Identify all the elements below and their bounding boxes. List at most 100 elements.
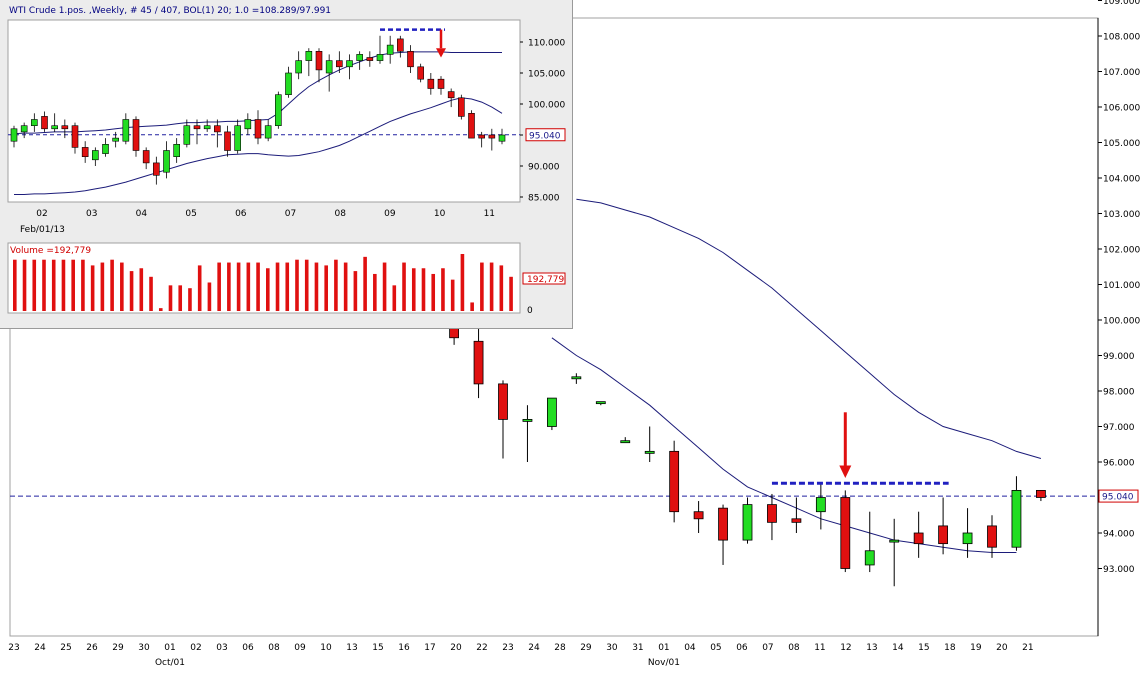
volume-bar [353, 271, 358, 311]
x-tick-label: 11 [814, 643, 825, 653]
volume-bar [334, 259, 338, 311]
x-group-label: Nov/01 [648, 658, 680, 668]
reference-value-box [1098, 489, 1139, 503]
inset-x-tick-label: 06 [235, 209, 247, 219]
inset-reference-value-label: 95.040 [529, 131, 561, 141]
candle-body [938, 525, 948, 545]
x-tick-label: 04 [684, 643, 696, 653]
volume-bar [32, 259, 37, 311]
volume-bar [197, 265, 202, 311]
candle-body [1036, 489, 1046, 498]
candle-body [1011, 489, 1022, 548]
x-tick-label: 14 [892, 643, 904, 653]
volume-bar [324, 265, 328, 311]
inset-candle-body [92, 150, 99, 161]
inset-x-tick-label: 05 [185, 209, 196, 219]
y-tick-label: 108.000 [1103, 33, 1140, 43]
inset-candle-body [478, 134, 485, 139]
candle-body [742, 504, 753, 541]
volume-bar [13, 259, 17, 311]
volume-title: Volume =192,779 [10, 246, 91, 256]
volume-bar [509, 276, 513, 311]
volume-bar [22, 259, 27, 311]
volume-bar [81, 259, 85, 311]
inset-candle-body [397, 38, 404, 52]
x-tick-label: 19 [970, 643, 982, 653]
x-tick-label: 01 [164, 643, 175, 653]
x-tick-label: 08 [268, 643, 280, 653]
volume-bar [158, 308, 163, 311]
volume-bar [460, 254, 465, 311]
inset-date-label: Feb/01/13 [20, 225, 65, 235]
volume-bar [207, 282, 212, 311]
volume-bar [71, 259, 75, 311]
reference-value-label: 95.040 [1102, 493, 1134, 503]
x-tick-label: 12 [840, 643, 851, 653]
volume-bar [450, 279, 455, 311]
inset-candle-body [437, 78, 445, 89]
volume-bar [441, 268, 445, 311]
candle-body [791, 518, 802, 523]
inset-candle-body [346, 60, 353, 68]
x-tick-label: 13 [866, 643, 877, 653]
inset-candle-body [244, 119, 252, 130]
volume-bar [168, 285, 173, 311]
inset-chart-title: WTI Crude 1.pos. ,Weekly, # 45 / 407, BO… [9, 6, 331, 16]
inset-y-tick-label: 110.000 [528, 39, 565, 49]
x-tick-label: 23 [8, 643, 19, 653]
x-tick-label: 22 [476, 643, 487, 653]
candle-body [889, 539, 900, 543]
inset-weekly-chart: WTI Crude 1.pos. ,Weekly, # 45 / 407, BO… [0, 0, 573, 329]
volume-bar [51, 259, 56, 311]
inset-candle-body [427, 78, 435, 89]
volume-bar [285, 262, 290, 311]
inset-candle-body [488, 134, 496, 139]
x-tick-label: 21 [1022, 643, 1033, 653]
inset-candle-body [10, 128, 18, 142]
volume-bar [139, 268, 144, 311]
candle-body [987, 525, 997, 548]
inset-y-tick-label: 90.000 [528, 163, 560, 173]
candle-body [962, 532, 973, 545]
x-tick-label: 06 [242, 643, 254, 653]
volume-zero-label: 0 [527, 306, 533, 316]
inset-x-tick-label: 03 [86, 209, 97, 219]
x-tick-label: 29 [580, 643, 592, 653]
inset-candle-body [214, 125, 221, 133]
x-tick-label: 03 [216, 643, 227, 653]
inset-candle-body [234, 125, 241, 151]
volume-bar [266, 268, 270, 311]
candle-body [571, 376, 582, 380]
volume-bar [499, 265, 504, 311]
y-tick-label: 103.000 [1103, 210, 1140, 220]
volume-bar [382, 262, 387, 311]
y-tick-label: 106.000 [1103, 104, 1140, 114]
x-tick-label: 31 [632, 643, 643, 653]
inset-x-tick-label: 09 [384, 209, 396, 219]
x-tick-label: 28 [554, 643, 566, 653]
inset-x-tick-label: 02 [36, 209, 47, 219]
inset-arrow-down-icon [436, 48, 446, 58]
candle-body [547, 397, 557, 427]
inset-candle-body [81, 147, 89, 157]
bollinger-lower-line [551, 337, 1017, 553]
x-tick-label: 24 [34, 643, 46, 653]
inset-y-tick-label: 105.000 [528, 70, 565, 80]
inset-bollinger-lower-line [14, 97, 503, 195]
inset-candle-body [173, 144, 180, 158]
volume-bar [120, 262, 124, 311]
x-tick-label: 16 [398, 643, 410, 653]
inset-y-tick-label: 100.000 [528, 101, 565, 111]
inset-candle-body [325, 60, 333, 74]
x-tick-label: 13 [346, 643, 357, 653]
bollinger-upper-line [576, 198, 1042, 459]
inset-candle-body [132, 119, 140, 151]
inset-candle-body [163, 150, 170, 173]
inset-candle-body [417, 66, 424, 80]
volume-bar [411, 268, 416, 311]
volume-value-label: 192,779 [527, 275, 564, 285]
x-tick-label: 20 [996, 643, 1008, 653]
inset-price-area [7, 19, 521, 203]
x-tick-label: 25 [60, 643, 71, 653]
inset-candle-body [315, 50, 323, 71]
